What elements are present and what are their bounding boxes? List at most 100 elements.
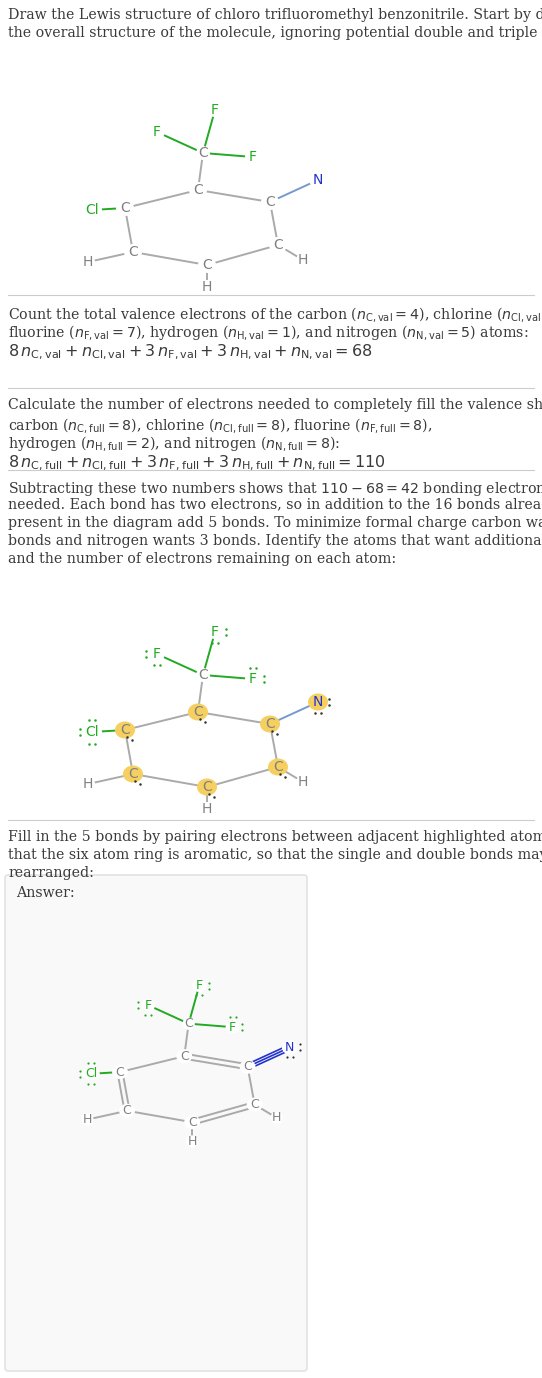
Ellipse shape [189,182,207,198]
Text: H: H [83,1113,92,1126]
Ellipse shape [240,1060,255,1073]
Text: Calculate the number of electrons needed to completely fill the valence shells f: Calculate the number of electrons needed… [8,398,542,412]
Text: Fill in the 5 bonds by pairing electrons between adjacent highlighted atoms. Not: Fill in the 5 bonds by pairing electrons… [8,830,542,843]
Ellipse shape [247,1097,262,1112]
Ellipse shape [198,258,216,273]
Ellipse shape [184,1115,200,1129]
Text: C: C [122,1104,131,1118]
Ellipse shape [268,758,288,776]
Text: Count the total valence electrons of the carbon ($n_\mathrm{C,val}=4$), chlorine: Count the total valence electrons of the… [8,305,542,324]
Text: carbon ($n_\mathrm{C,full}=8$), chlorine ($n_\mathrm{Cl,full}=8$), fluorine ($n_: carbon ($n_\mathrm{C,full}=8$), chlorine… [8,416,433,435]
Text: present in the diagram add 5 bonds. To minimize formal charge carbon wants 4: present in the diagram add 5 bonds. To m… [8,515,542,531]
Ellipse shape [207,626,223,639]
Text: H: H [272,1111,281,1124]
Text: C: C [273,238,283,252]
Ellipse shape [261,717,279,732]
Text: Answer:: Answer: [16,886,75,900]
Text: F: F [211,103,219,117]
Ellipse shape [149,125,165,139]
Text: C: C [250,1098,259,1111]
Text: F: F [153,648,161,661]
Ellipse shape [189,704,207,719]
Ellipse shape [149,648,165,661]
Text: F: F [145,999,152,1011]
Text: C: C [128,245,138,259]
Ellipse shape [308,693,328,711]
Text: C: C [128,768,138,781]
Ellipse shape [309,172,327,187]
Text: and the number of electrons remaining on each atom:: and the number of electrons remaining on… [8,553,396,566]
Ellipse shape [186,1135,198,1148]
Text: rearranged:: rearranged: [8,865,94,881]
Ellipse shape [225,1021,240,1034]
Ellipse shape [82,203,102,216]
Text: Cl: Cl [85,725,99,739]
Ellipse shape [192,980,207,992]
Text: C: C [193,706,203,719]
Text: C: C [180,1050,189,1062]
Ellipse shape [119,1104,135,1118]
Text: C: C [120,201,130,215]
Ellipse shape [296,774,310,790]
Text: the overall structure of the molecule, ignoring potential double and triple bond: the overall structure of the molecule, i… [8,26,542,40]
Text: C: C [243,1060,252,1073]
Text: $8\,n_\mathrm{C,val}+n_\mathrm{Cl,val}+3\,n_\mathrm{F,val}+3\,n_\mathrm{H,val}+n: $8\,n_\mathrm{C,val}+n_\mathrm{Cl,val}+3… [8,343,372,362]
Text: Cl: Cl [85,203,99,216]
Ellipse shape [116,200,134,216]
Ellipse shape [123,766,143,783]
Text: H: H [202,802,212,816]
Ellipse shape [183,1017,195,1029]
Ellipse shape [116,722,134,739]
Ellipse shape [124,766,142,781]
Text: F: F [249,672,257,686]
Ellipse shape [198,779,216,795]
Ellipse shape [115,722,135,739]
Text: $8\,n_\mathrm{C,full}+n_\mathrm{Cl,full}+3\,n_\mathrm{F,full}+3\,n_\mathrm{H,ful: $8\,n_\mathrm{C,full}+n_\mathrm{Cl,full}… [8,453,386,473]
Ellipse shape [188,704,208,721]
Text: C: C [184,1017,193,1031]
Text: F: F [211,626,219,639]
Ellipse shape [81,777,95,791]
Ellipse shape [197,779,217,795]
Text: F: F [249,150,257,164]
Ellipse shape [261,194,279,209]
Text: Draw the Lewis structure of chloro trifluoromethyl benzonitrile. Start by drawin: Draw the Lewis structure of chloro trifl… [8,8,542,22]
Text: H: H [83,777,93,791]
Text: C: C [202,780,212,794]
Text: C: C [120,723,130,737]
Ellipse shape [196,668,210,682]
Text: Cl: Cl [85,1068,97,1080]
Ellipse shape [270,1112,283,1124]
Text: fluorine ($n_\mathrm{F,val}=7$), hydrogen ($n_\mathrm{H,val}=1$), and nitrogen (: fluorine ($n_\mathrm{F,val}=7$), hydroge… [8,322,528,342]
Text: C: C [265,717,275,730]
Text: hydrogen ($n_\mathrm{H,full}=2$), and nitrogen ($n_\mathrm{N,full}=8$):: hydrogen ($n_\mathrm{H,full}=2$), and ni… [8,434,340,453]
Ellipse shape [196,146,210,160]
Text: F: F [196,980,203,992]
Ellipse shape [269,237,287,254]
Text: F: F [153,125,161,139]
Text: N: N [313,695,323,710]
Ellipse shape [269,759,287,774]
Text: H: H [298,254,308,267]
Text: C: C [273,761,283,774]
Text: C: C [265,196,275,209]
Ellipse shape [124,244,142,260]
Ellipse shape [176,1049,192,1064]
Ellipse shape [200,280,214,294]
Ellipse shape [245,150,261,164]
Text: N: N [313,174,323,187]
Ellipse shape [260,715,280,733]
Ellipse shape [141,999,155,1011]
Ellipse shape [82,1068,100,1080]
Text: Subtracting these two numbers shows that $110-68=42$ bonding electrons are: Subtracting these two numbers shows that… [8,480,542,497]
Text: that the six atom ring is aromatic, so that the single and double bonds may be: that the six atom ring is aromatic, so t… [8,847,542,863]
Text: needed. Each bond has two electrons, so in addition to the 16 bonds already: needed. Each bond has two electrons, so … [8,497,542,513]
FancyBboxPatch shape [5,875,307,1371]
Ellipse shape [112,1065,128,1079]
Ellipse shape [81,255,95,269]
Ellipse shape [245,672,261,686]
Text: F: F [229,1021,236,1034]
Text: N: N [285,1040,294,1054]
Text: C: C [188,1116,197,1129]
Ellipse shape [309,695,327,710]
